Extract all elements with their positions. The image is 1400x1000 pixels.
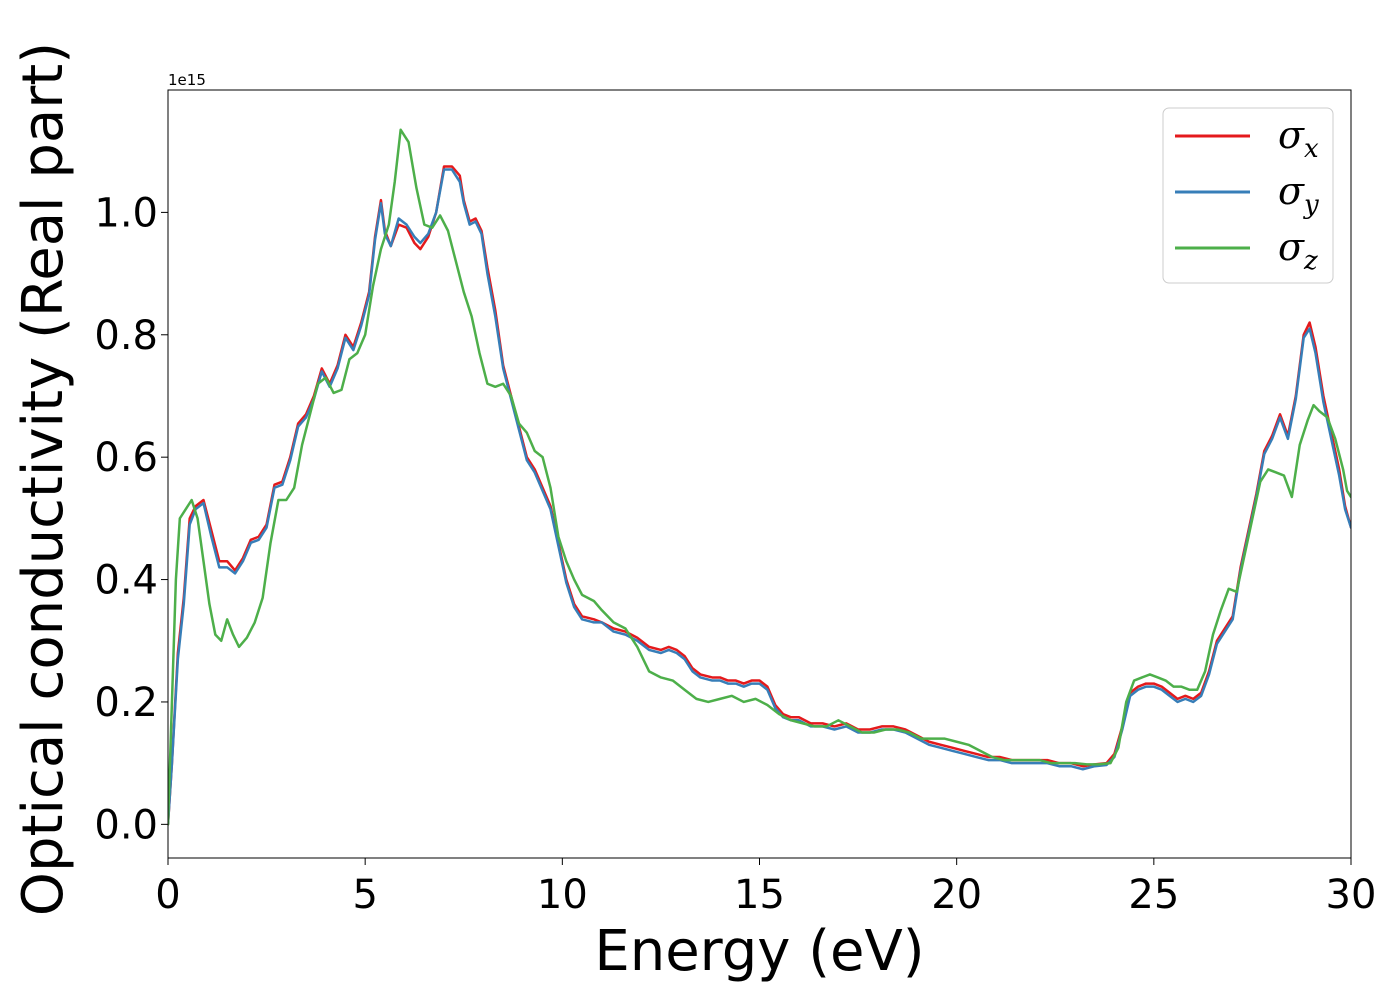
x-tick-label: 10	[537, 872, 588, 918]
x-tick-label: 5	[352, 872, 377, 918]
y-axis-title: Optical conductivity (Real part)	[11, 42, 76, 916]
x-tick-label: 25	[1128, 872, 1179, 918]
legend-label-x: σx	[1278, 113, 1319, 164]
y-axis: 0.0 0.2 0.4 0.6 0.8 1.0	[94, 190, 168, 848]
legend-label-y: σy	[1278, 169, 1319, 220]
y-tick-label: 0.0	[94, 802, 158, 848]
y-tick-label: 0.6	[94, 435, 158, 481]
y-offset-label: 1e15	[168, 71, 206, 89]
legend-box	[1162, 107, 1334, 284]
x-tick-label: 20	[931, 872, 982, 918]
x-axis: 0 5 10 15 20 25 30	[155, 858, 1376, 918]
series-layer	[168, 128, 1351, 826]
y-tick-label: 0.8	[94, 313, 158, 359]
y-tick-label: 0.2	[94, 680, 158, 726]
x-tick-label: 15	[734, 872, 785, 918]
x-axis-title: Energy (eV)	[594, 919, 924, 984]
y-tick-label: 1.0	[94, 190, 158, 236]
y-tick-label: 0.4	[94, 558, 158, 604]
x-tick-label: 30	[1326, 872, 1377, 918]
x-tick-label: 0	[155, 872, 180, 918]
legend-label-z: σz	[1278, 225, 1318, 276]
series-line-y	[168, 168, 1351, 826]
series-line-z	[168, 128, 1351, 826]
